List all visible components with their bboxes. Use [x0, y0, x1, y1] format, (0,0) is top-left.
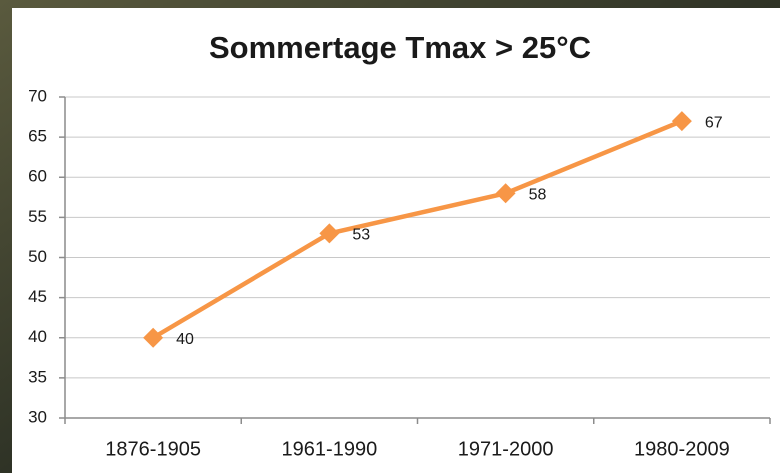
x-tick-label: 1980-2009 — [634, 438, 730, 460]
data-label: 58 — [529, 187, 547, 204]
data-label: 40 — [176, 331, 194, 348]
data-label: 53 — [352, 227, 370, 244]
data-label: 67 — [705, 114, 723, 131]
y-tick-label: 35 — [28, 367, 47, 386]
x-tick-label: 1961-1990 — [282, 438, 378, 460]
x-tick-label: 1876-1905 — [105, 438, 201, 460]
y-tick-label: 50 — [28, 247, 47, 266]
y-tick-label: 30 — [28, 407, 47, 426]
page: {"chart_data": {"type": "line", "title":… — [0, 0, 780, 473]
chart-panel — [12, 8, 780, 473]
y-tick-label: 70 — [28, 86, 47, 105]
y-tick-label: 45 — [28, 287, 47, 306]
chart-title: Sommertage Tmax > 25°C — [209, 30, 591, 65]
y-tick-label: 60 — [28, 167, 47, 186]
y-tick-label: 65 — [28, 127, 47, 146]
y-tick-label: 40 — [28, 327, 47, 346]
y-tick-label: 55 — [28, 207, 47, 226]
chart: Sommertage Tmax > 25°C 30 35 40 45 50 55 60 65 7… — [0, 0, 780, 473]
x-tick-label: 1971-2000 — [458, 438, 554, 460]
